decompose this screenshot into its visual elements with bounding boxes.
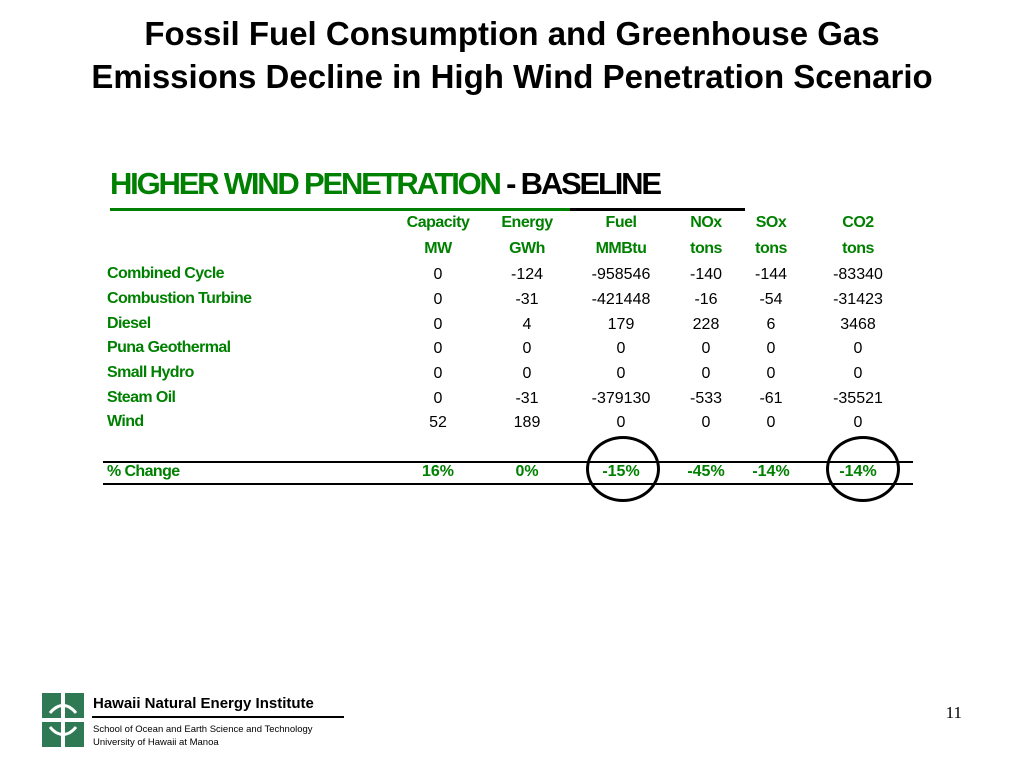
slide-title: Fossil Fuel Consumption and Greenhouse G… (0, 12, 1024, 98)
column-header-unit: MW (424, 240, 452, 257)
row-label: Puna Geothermal (107, 339, 231, 356)
table-cell: -958546 (591, 266, 651, 283)
column-header-name: SOx (755, 214, 787, 231)
table-cell: -140 (689, 266, 723, 283)
table-cell: 0 (766, 365, 776, 382)
fuel-highlight-circle (586, 436, 660, 502)
table-heading-baseline: BASELINE (520, 166, 662, 201)
table-cell: 0 (853, 340, 863, 357)
slide-title-line1: Fossil Fuel Consumption and Greenhouse G… (144, 15, 880, 52)
table-cell: -421448 (591, 291, 651, 308)
table-cell: 0 (701, 414, 711, 431)
table-cell: 0 (433, 266, 443, 283)
table-cell: 0 (616, 365, 626, 382)
table-cell: 0 (433, 365, 443, 382)
summary-cell: -45% (687, 463, 725, 480)
table-heading: HIGHER WIND PENETRATION - BASELINE (110, 166, 662, 202)
table-cell: -31 (515, 291, 539, 308)
summary-top-rule (103, 461, 913, 463)
table-cell: 0 (853, 414, 863, 431)
table-cell: 4 (522, 316, 532, 333)
table-cell: -61 (759, 390, 783, 407)
row-label: Combustion Turbine (107, 290, 252, 307)
hnei-logo (42, 693, 84, 747)
heading-underline-black (570, 208, 745, 211)
table-cell: 228 (692, 316, 720, 333)
table-cell: 0 (701, 340, 711, 357)
row-label: Small Hydro (107, 364, 194, 381)
table-cell: 0 (522, 340, 532, 357)
school-name: School of Ocean and Earth Science and Te… (93, 724, 313, 735)
table-cell: -379130 (591, 390, 651, 407)
table-cell: 0 (766, 414, 776, 431)
table-cell: 52 (429, 414, 447, 431)
table-cell: -31423 (833, 291, 883, 308)
table-cell: -83340 (833, 266, 883, 283)
column-header-name: Capacity (406, 214, 470, 231)
table-heading-scenario: HIGHER WIND PENETRATION (110, 166, 502, 201)
summary-label: % Change (107, 463, 180, 480)
row-label: Steam Oil (107, 389, 176, 406)
co2-highlight-circle (826, 436, 900, 502)
column-header-unit: GWh (509, 240, 545, 257)
table-cell: 0 (701, 365, 711, 382)
row-label: Combined Cycle (107, 265, 225, 282)
column-header-name: NOx (690, 214, 722, 231)
column-header-name: Energy (501, 214, 553, 231)
column-header-unit: MMBtu (595, 240, 647, 257)
table-cell: 0 (433, 291, 443, 308)
column-header-unit: tons (690, 240, 722, 257)
summary-cell: 16% (421, 463, 455, 480)
table-cell: -16 (694, 291, 718, 308)
table-cell: -533 (689, 390, 723, 407)
summary-cell: 0% (515, 463, 539, 480)
table-heading-separator: - (499, 166, 521, 201)
hnei-logo-icon (42, 693, 84, 747)
table-cell: 0 (616, 414, 626, 431)
table-cell: -35521 (833, 390, 883, 407)
column-header-name: CO2 (842, 214, 874, 231)
table-cell: 0 (433, 340, 443, 357)
summary-cell: -14% (752, 463, 790, 480)
row-label: Wind (107, 413, 144, 430)
page-number: 11 (945, 703, 962, 722)
row-label: Diesel (107, 315, 151, 332)
column-header-unit: tons (842, 240, 874, 257)
table-cell: 0 (616, 340, 626, 357)
table-cell: 0 (433, 390, 443, 407)
table-cell: 179 (607, 316, 635, 333)
table-cell: -144 (754, 266, 788, 283)
table-cell: 189 (513, 414, 541, 431)
table-cell: 3468 (840, 316, 876, 333)
column-header-unit: tons (755, 240, 787, 257)
institute-name: Hawaii Natural Energy Institute (93, 695, 314, 712)
table-cell: 6 (766, 316, 776, 333)
table-cell: 0 (853, 365, 863, 382)
summary-bottom-rule (103, 483, 913, 485)
table-cell: -31 (515, 390, 539, 407)
table-cell: 0 (766, 340, 776, 357)
heading-underline-green (110, 208, 570, 211)
table-cell: -124 (510, 266, 544, 283)
slide-title-line2: Emissions Decline in High Wind Penetrati… (91, 58, 933, 95)
column-header-name: Fuel (605, 214, 637, 231)
table-cell: -54 (759, 291, 783, 308)
table-cell: 0 (433, 316, 443, 333)
institute-rule (92, 716, 344, 718)
university-name: University of Hawaii at Manoa (93, 737, 219, 748)
table-cell: 0 (522, 365, 532, 382)
